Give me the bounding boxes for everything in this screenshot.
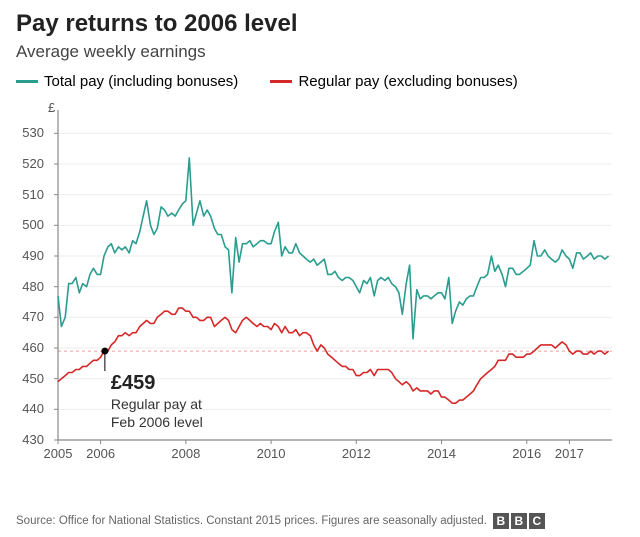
chart-subtitle: Average weekly earnings [16,42,206,62]
y-tick-label: 530 [12,125,44,140]
legend-total-label: Total pay (including bonuses) [44,73,238,90]
legend-regular-swatch [270,80,292,83]
y-tick-label: 490 [12,248,44,263]
x-tick-label: 2008 [171,446,200,461]
x-tick-label: 2016 [512,446,541,461]
y-tick-label: 460 [12,340,44,355]
footer: Source: Office for National Statistics. … [16,513,624,529]
y-tick-label: 470 [12,309,44,324]
legend-regular-label: Regular pay (excluding bonuses) [298,73,517,90]
chart-container: Pay returns to 2006 level Average weekly… [0,0,640,537]
y-tick-label: 520 [12,156,44,171]
x-tick-label: 2010 [257,446,286,461]
y-tick-label: 450 [12,371,44,386]
x-tick-label: 2012 [342,446,371,461]
legend-total: Total pay (including bonuses) [16,73,238,90]
annotation-line2: Feb 2006 level [111,414,203,432]
x-tick-label: 2017 [555,446,584,461]
bbc-b1: B [493,513,509,529]
legend-total-swatch [16,80,38,83]
y-tick-label: 510 [12,187,44,202]
x-tick-label: 2014 [427,446,456,461]
y-axis-unit: £ [48,100,55,115]
annotation-line1: Regular pay at [111,396,203,414]
legend: Total pay (including bonuses) Regular pa… [16,70,546,90]
y-tick-label: 440 [12,401,44,416]
footer-text: Source: Office for National Statistics. … [16,515,487,527]
annotation: £459 Regular pay at Feb 2006 level [111,371,203,431]
bbc-b3: C [529,513,545,529]
annotation-value: £459 [111,371,203,396]
y-tick-label: 430 [12,432,44,447]
chart-title: Pay returns to 2006 level [16,10,297,38]
legend-regular: Regular pay (excluding bonuses) [270,73,517,90]
x-tick-label: 2005 [44,446,73,461]
x-tick-label: 2006 [86,446,115,461]
bbc-b2: B [511,513,527,529]
y-tick-label: 480 [12,279,44,294]
bbc-logo: B B C [493,513,545,529]
y-tick-label: 500 [12,217,44,232]
